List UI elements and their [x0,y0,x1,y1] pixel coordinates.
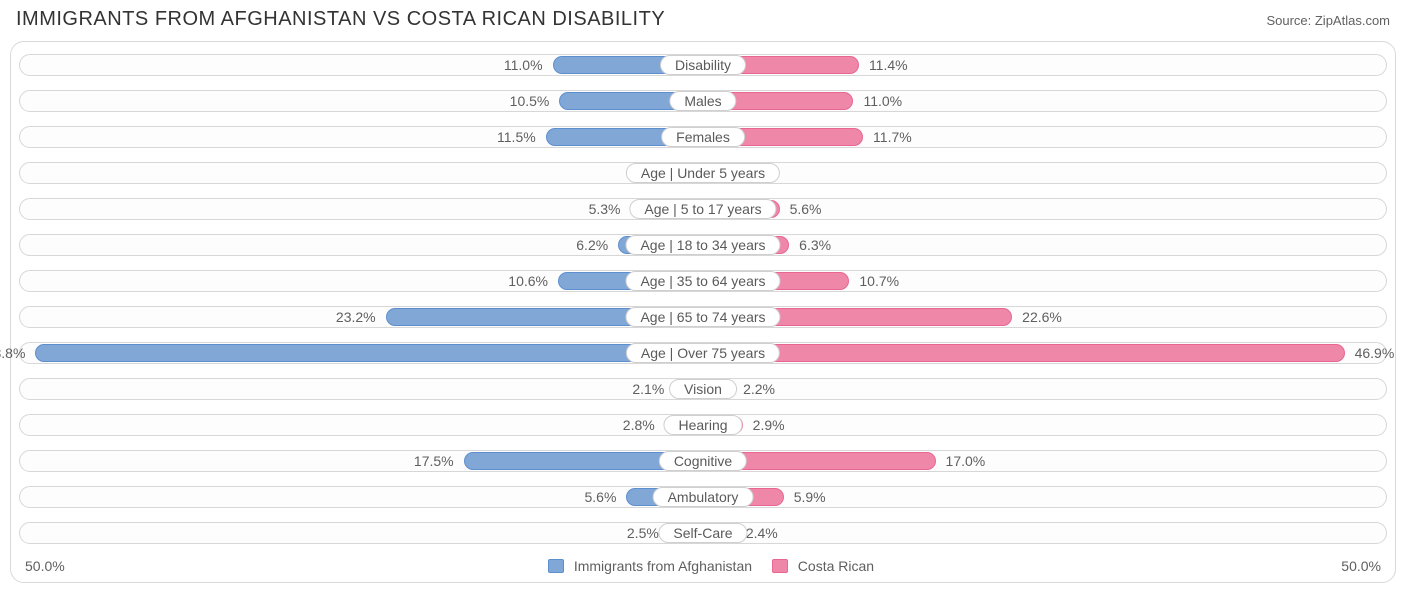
value-right: 17.0% [946,448,986,474]
chart-row: 5.6% 5.9% Ambulatory [19,484,1387,510]
category-label: Males [669,91,736,111]
value-left: 11.0% [504,52,543,78]
value-right: 5.9% [794,484,826,510]
value-left: 11.5% [497,124,536,150]
legend: Immigrants from Afghanistan Costa Rican [65,558,1342,574]
category-label: Age | 35 to 64 years [625,271,780,291]
chart-row: 2.8% 2.9% Hearing [19,412,1387,438]
value-right: 10.7% [859,268,899,294]
value-right: 2.4% [746,520,778,546]
chart-row: 2.5% 2.4%Self-Care [19,520,1387,546]
value-right: 2.2% [743,376,775,402]
value-right: 5.6% [790,196,822,222]
category-label: Age | 18 to 34 years [625,235,780,255]
value-left: 10.5% [510,88,550,114]
chart-row: 11.0% 11.4% Disability [19,52,1387,78]
chart-area: 11.0% 11.4% Disability 10.5% 11.0% Males 11.5%… [10,41,1396,583]
chart-footer: 50.0% Immigrants from Afghanistan Costa … [19,550,1387,574]
category-label: Age | Under 5 years [626,163,780,183]
legend-swatch-left [548,559,564,573]
category-label: Vision [669,379,737,399]
chart-row: 0.91%1.4%Age | Under 5 years [19,160,1387,186]
source-attribution: Source: ZipAtlas.com [1266,13,1390,28]
legend-label-right: Costa Rican [798,558,874,574]
value-left: 48.8% [0,340,25,366]
value-right: 46.9% [1355,340,1395,366]
category-label: Self-Care [658,523,747,543]
value-right: 11.4% [869,52,908,78]
legend-swatch-right [772,559,788,573]
chart-row: 6.2% 6.3% Age | 18 to 34 years [19,232,1387,258]
rows-host: 11.0% 11.4% Disability 10.5% 11.0% Males 11.5%… [19,52,1387,546]
page-title: IMMIGRANTS FROM AFGHANISTAN VS COSTA RIC… [16,8,665,31]
value-right: 2.9% [753,412,785,438]
value-right: 11.0% [863,88,902,114]
value-right: 6.3% [799,232,831,258]
chart-row: 23.2% 22.6% Age | 65 to 74 years [19,304,1387,330]
chart-row: 10.5% 11.0% Males [19,88,1387,114]
category-label: Age | 65 to 74 years [625,307,780,327]
axis-left-max: 50.0% [19,558,65,574]
chart-row: 17.5% 17.0% Cognitive [19,448,1387,474]
chart-row: 48.8%46.9%Age | Over 75 years [19,340,1387,366]
value-left: 5.6% [584,484,616,510]
value-left: 5.3% [589,196,621,222]
value-left: 2.8% [623,412,655,438]
category-label: Age | 5 to 17 years [629,199,776,219]
bar-right [703,344,1345,362]
axis-right-max: 50.0% [1341,558,1387,574]
chart-row: 2.1% 2.2% Vision [19,376,1387,402]
header: IMMIGRANTS FROM AFGHANISTAN VS COSTA RIC… [10,8,1396,41]
category-label: Disability [660,55,746,75]
value-left: 17.5% [414,448,454,474]
value-left: 23.2% [336,304,376,330]
category-label: Cognitive [659,451,747,471]
chart-row: 5.3% 5.6% Age | 5 to 17 years [19,196,1387,222]
chart-row: 10.6% 10.7% Age | 35 to 64 years [19,268,1387,294]
value-left: 6.2% [576,232,608,258]
value-right: 22.6% [1022,304,1062,330]
category-label: Hearing [663,415,742,435]
category-label: Females [661,127,745,147]
chart-container: IMMIGRANTS FROM AFGHANISTAN VS COSTA RIC… [0,0,1406,587]
bar-left [35,344,703,362]
value-left: 2.1% [632,376,664,402]
chart-row: 11.5% 11.7% Females [19,124,1387,150]
value-left: 2.5% [627,520,659,546]
category-label: Age | Over 75 years [626,343,780,363]
value-left: 10.6% [508,268,548,294]
value-right: 11.7% [873,124,912,150]
legend-label-left: Immigrants from Afghanistan [574,558,752,574]
category-label: Ambulatory [653,487,754,507]
